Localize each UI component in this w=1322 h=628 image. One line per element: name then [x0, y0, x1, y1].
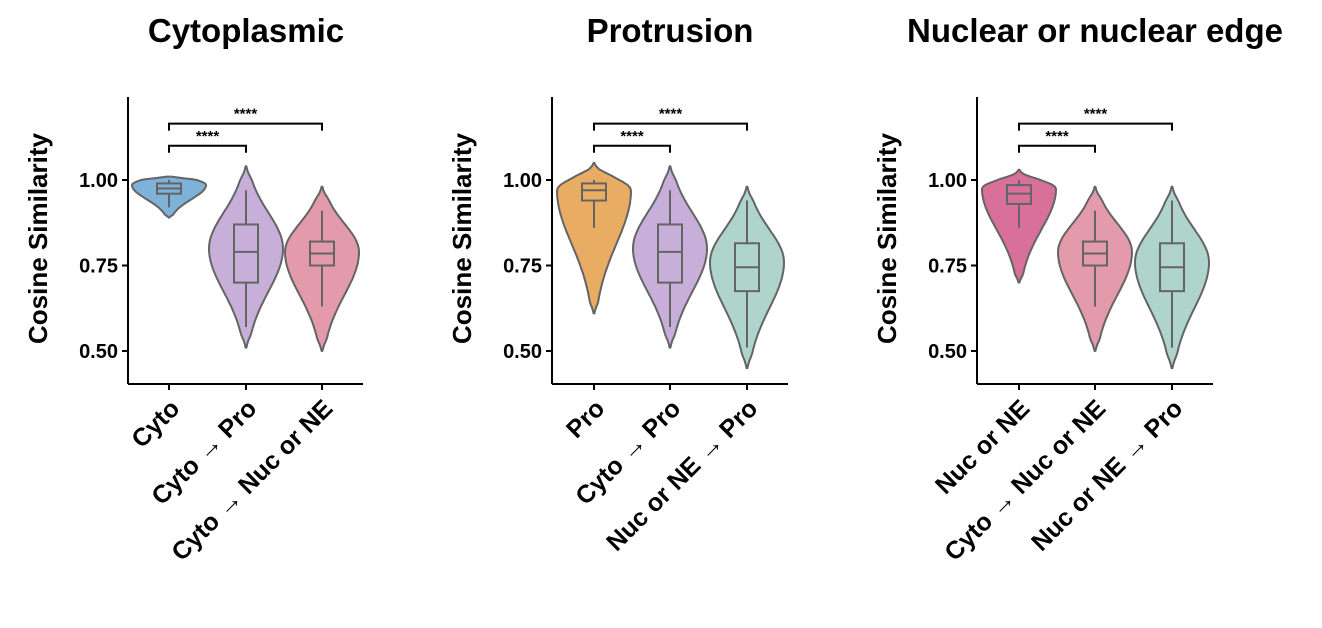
- significance-bracket: [593, 122, 748, 131]
- y-tick-label: 0.50: [79, 341, 118, 363]
- significance-bracket: [1018, 122, 1173, 131]
- y-axis-label: Cosine Similarity: [872, 132, 902, 343]
- violin-body: [709, 185, 785, 370]
- violin-body: [1134, 185, 1210, 370]
- significance-bracket: [1018, 144, 1096, 153]
- significance-label: ****: [620, 128, 644, 145]
- y-tick-label: 0.50: [928, 341, 967, 363]
- panel-title: Nuclear or nuclear edge: [907, 12, 1283, 49]
- panel-title: Protrusion: [587, 12, 754, 49]
- box-iqr: [657, 223, 683, 284]
- y-tick-label: 1.00: [79, 170, 118, 192]
- violin-body: [556, 161, 632, 315]
- x-category-label: Cyto: [126, 394, 185, 453]
- y-tick-label: 0.50: [503, 341, 542, 363]
- violin-body: [632, 165, 708, 349]
- y-tick-label: 0.75: [79, 256, 118, 278]
- x-category-label: Nuc or NE → Pro: [1026, 394, 1188, 556]
- significance-bracket: [168, 144, 247, 153]
- panel-title: Cytoplasmic: [148, 12, 344, 49]
- box-iqr: [233, 223, 259, 284]
- y-tick-label: 1.00: [503, 170, 542, 192]
- y-axis-label: Cosine Similarity: [447, 132, 477, 343]
- significance-label: ****: [659, 106, 683, 123]
- significance-label: ****: [234, 106, 258, 123]
- x-category-label: Nuc or NE → Pro: [601, 394, 763, 556]
- box-iqr: [581, 182, 607, 202]
- significance-label: ****: [196, 128, 220, 145]
- violin-body: [208, 165, 284, 349]
- significance-label: ****: [1045, 128, 1069, 145]
- x-category-label: Pro: [561, 394, 610, 443]
- significance-bracket: [593, 144, 671, 153]
- y-tick-label: 0.75: [928, 256, 967, 278]
- y-axis-label: Cosine Similarity: [23, 132, 53, 343]
- significance-label: ****: [1084, 106, 1108, 123]
- y-tick-label: 0.75: [503, 256, 542, 278]
- significance-bracket: [168, 122, 323, 131]
- y-tick-label: 1.00: [928, 170, 967, 192]
